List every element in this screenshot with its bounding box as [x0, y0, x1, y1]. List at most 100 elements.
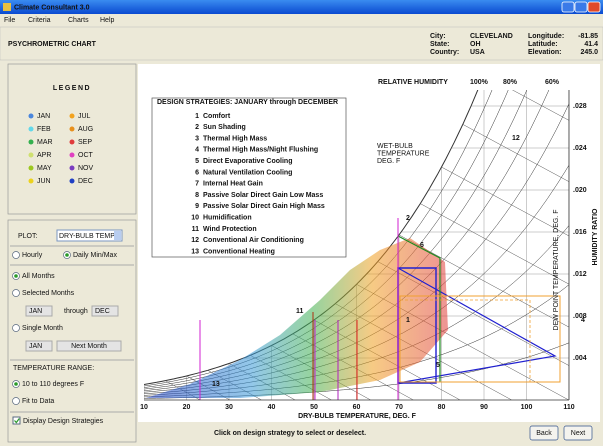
menu-item[interactable]: Charts	[68, 17, 89, 24]
legend-swatch	[69, 113, 75, 119]
thermal-mass-zone	[399, 299, 531, 383]
checkbox-check	[14, 418, 20, 424]
strategy-number[interactable]: 6	[195, 169, 199, 176]
strategy-list	[151, 97, 347, 258]
strategy-name[interactable]: Humidification	[203, 215, 252, 222]
controls-panel	[7, 219, 137, 443]
dropdown-arrow	[114, 231, 121, 240]
wet-bulb-line	[462, 124, 569, 182]
checkbox-label: Display Design Strategies	[23, 418, 104, 425]
x-tick-label: 40	[268, 404, 276, 411]
strategy-name[interactable]: Passive Solar Direct Gain Low Mass	[203, 192, 323, 199]
month-value: DEC	[95, 308, 110, 315]
legend-label: DEC	[78, 178, 93, 185]
radio-button[interactable]	[12, 397, 20, 405]
checkbox[interactable]	[12, 416, 21, 425]
y2-tick-label: .028	[573, 103, 587, 110]
dew-point-label: DEW POINT TEMPERATURE, DEG. F	[553, 210, 560, 331]
wet-bulb-line	[441, 166, 569, 237]
coordinate-label: Elevation:	[528, 49, 561, 56]
radio-selected	[65, 253, 69, 257]
y2-tick-label: .024	[573, 145, 587, 152]
strategy-number[interactable]: 9	[195, 203, 199, 210]
strategy-number[interactable]: 1	[195, 113, 199, 120]
strategy-number[interactable]: 11	[192, 226, 200, 233]
strategy-name[interactable]: Passive Solar Direct Gain High Mass	[203, 203, 325, 210]
back-button[interactable]	[529, 425, 559, 441]
strategy-name[interactable]: Wind Protection	[203, 226, 257, 233]
legend-panel	[7, 63, 137, 215]
zone-label: 2	[406, 215, 410, 222]
legend-label: APR	[37, 152, 51, 159]
strategy-number[interactable]: 4	[195, 147, 199, 154]
radio-button[interactable]	[12, 289, 20, 297]
minimize-button[interactable]	[561, 1, 575, 13]
month-dropdown	[25, 340, 53, 352]
legend-label: JUL	[78, 113, 91, 120]
strategy-name[interactable]: Comfort	[203, 113, 231, 120]
x-tick-label: 100	[521, 404, 533, 411]
title-bar	[0, 0, 603, 14]
rh-label: 80%	[503, 79, 518, 86]
next-button[interactable]	[563, 425, 593, 441]
radio-label: Single Month	[22, 325, 63, 332]
menu-bar	[0, 14, 603, 25]
strategy-name[interactable]: Sun Shading	[203, 124, 246, 131]
app-icon	[3, 3, 11, 11]
coordinate-value: 245.0	[580, 49, 598, 56]
strategy-name[interactable]: Conventional Heating	[203, 248, 275, 255]
zone-label: 4	[581, 317, 585, 324]
rh-label: 60%	[545, 79, 560, 86]
radio-button[interactable]	[12, 251, 20, 259]
month-value: JAN	[29, 308, 42, 315]
legend-label: MAR	[37, 139, 53, 146]
next-label: Next	[571, 430, 585, 437]
strategy-number[interactable]: 8	[195, 192, 199, 199]
location-value: CLEVELAND	[470, 33, 513, 40]
coordinate-label: Latitude:	[528, 41, 558, 48]
strategy-number[interactable]: 13	[191, 248, 199, 255]
strategy-number[interactable]: 10	[191, 215, 199, 222]
zone-label: 11	[296, 308, 304, 315]
month-value: JAN	[29, 343, 42, 350]
strategy-name[interactable]: Direct Evaporative Cooling	[203, 158, 292, 165]
strategy-number[interactable]: 12	[191, 237, 199, 244]
legend-label: OCT	[78, 152, 94, 159]
location-label: City:	[430, 33, 446, 40]
radio-label: Daily Min/Max	[73, 252, 117, 259]
window-title: Climate Consultant 3.0	[14, 4, 90, 11]
x-tick-label: 60	[353, 404, 361, 411]
wet-bulb-label: DEG. F	[377, 158, 400, 165]
radio-button[interactable]	[12, 324, 20, 332]
psychrometric-grid	[144, 90, 569, 400]
menu-item[interactable]: File	[4, 17, 15, 24]
strategy-number[interactable]: 2	[195, 124, 199, 131]
menu-item[interactable]: Criteria	[28, 17, 51, 24]
strategy-number[interactable]: 5	[195, 158, 199, 165]
legend-swatch	[69, 126, 75, 132]
x-tick-label: 10	[140, 404, 148, 411]
strategy-name[interactable]: Thermal High Mass	[203, 135, 267, 142]
strategy-name[interactable]: Thermal High Mass/Night Flushing	[203, 147, 318, 154]
y2-tick-label: .008	[573, 313, 587, 320]
wet-bulb-label: WET-BULB	[377, 143, 413, 150]
strategy-number[interactable]: 3	[195, 135, 199, 142]
strategy-number[interactable]: 7	[195, 181, 199, 188]
rh-title: RELATIVE HUMIDITY	[378, 79, 448, 86]
legend-title: LEGEND	[53, 85, 91, 92]
radio-label: 10 to 110 degrees F	[22, 381, 84, 388]
strategy-list-title: DESIGN STRATEGIES: JANUARY through DECEM…	[157, 99, 338, 106]
y2-axis-label: HUMIDITY RATIO	[592, 208, 599, 265]
header-bar	[0, 26, 603, 61]
close-button[interactable]	[587, 1, 601, 13]
zone-label: 5	[436, 362, 440, 369]
strategy-name[interactable]: Natural Ventilation Cooling	[203, 169, 292, 176]
maximize-button[interactable]	[574, 1, 588, 13]
plot-dropdown[interactable]	[56, 229, 123, 242]
menu-item[interactable]: Help	[100, 17, 115, 24]
strategy-name[interactable]: Internal Heat Gain	[203, 181, 263, 188]
footer-hint: Click on design strategy to select or de…	[214, 430, 366, 437]
legend-swatch	[69, 165, 75, 171]
legend-label: JUN	[37, 178, 51, 185]
strategy-name[interactable]: Conventional Air Conditioning	[203, 237, 304, 244]
